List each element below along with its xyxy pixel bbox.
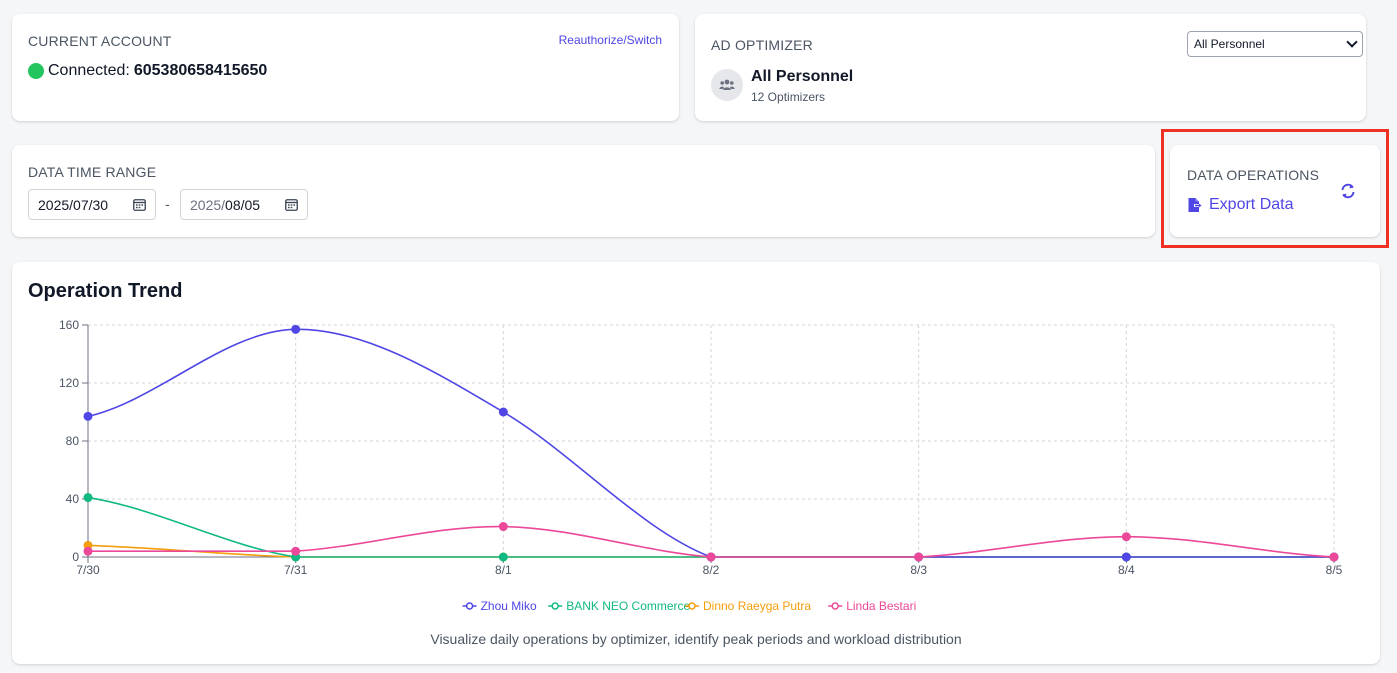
operation-trend-chart: 0 40 80 120 160 7/30 7/31 8/1 8/2 8/3 8/4 8/5 Zhou M… (59, 318, 1343, 613)
file-export-icon (1188, 198, 1202, 212)
ad-optimizer-card: AD OPTIMIZER All Personnel All Personnel… (695, 14, 1366, 121)
connection-status-text: Connected: (48, 62, 130, 79)
chart-title: Operation Trend (28, 280, 183, 302)
end-date-input[interactable]: 2025/08/05 (180, 189, 308, 220)
export-data-button[interactable]: Export Data (1187, 196, 1293, 214)
data-point (1121, 552, 1131, 562)
data-point (83, 546, 93, 556)
chart-description: Visualize daily operations by optimizer,… (430, 631, 962, 647)
legend-label: Zhou Miko (481, 599, 537, 613)
account-id: 605380658415650 (133, 62, 268, 79)
users-icon (719, 79, 735, 90)
data-point (291, 546, 301, 556)
chevron-down-icon (1346, 36, 1358, 48)
data-operations-card: DATA OPERATIONS Export Data (1170, 145, 1380, 237)
x-tick-label: 7/31 (284, 563, 308, 577)
optimizer-count: 12 Optimizers (751, 90, 826, 104)
start-date-input[interactable]: 2025/07/30 (28, 189, 156, 220)
x-tick-label: 8/1 (495, 563, 512, 577)
y-tick-label: 40 (66, 492, 80, 506)
calendar-icon[interactable] (285, 198, 298, 211)
data-point (1121, 532, 1131, 542)
connected-status-dot (28, 63, 44, 79)
data-point (291, 324, 301, 334)
avatar (711, 69, 743, 101)
start-date-value: 2025/07/30 (38, 196, 109, 213)
y-tick-label: 0 (72, 550, 79, 564)
legend-marker (688, 602, 696, 610)
data-point (83, 411, 93, 421)
connection-status: Connected: 605380658415650 (28, 62, 267, 80)
legend-marker (551, 602, 559, 610)
data-point (914, 552, 924, 562)
refresh-icon[interactable] (1339, 182, 1357, 200)
x-tick-label: 8/3 (910, 563, 927, 577)
legend-marker (831, 602, 839, 610)
current-account-card: CURRENT ACCOUNT Reauthorize/Switch Conne… (12, 14, 679, 121)
legend-label: Linda Bestari (846, 599, 916, 613)
end-date-year: 2025/ (190, 196, 226, 213)
x-tick-label: 7/30 (76, 563, 100, 577)
personnel-select-value: All Personnel (1194, 37, 1265, 51)
legend-label: BANK NEO Commerce (566, 599, 690, 613)
personnel-select[interactable]: All Personnel (1187, 31, 1363, 57)
reauthorize-switch-link[interactable]: Reauthorize/Switch (558, 33, 662, 47)
optimizer-name: All Personnel (751, 68, 854, 85)
x-tick-label: 8/5 (1326, 563, 1343, 577)
data-point (498, 552, 508, 562)
export-data-label: Export Data (1209, 196, 1294, 213)
date-range-separator: - (165, 196, 170, 212)
data-operations-label: DATA OPERATIONS (1187, 167, 1320, 183)
legend-marker (465, 602, 474, 610)
operation-trend-card: Operation Trend 0 40 80 120 160 7/30 7/31 8/1 8/… (12, 262, 1380, 664)
data-point (1329, 552, 1339, 562)
legend-label: Dinno Raeyga Putra (703, 599, 811, 613)
y-tick-label: 160 (59, 318, 79, 332)
y-tick-label: 80 (66, 434, 80, 448)
y-tick-label: 120 (59, 376, 79, 390)
calendar-icon[interactable] (133, 198, 146, 211)
x-tick-label: 8/2 (703, 563, 720, 577)
data-time-range-card: DATA TIME RANGE 2025/07/30 - 2025/08/05 (12, 145, 1155, 237)
data-point (498, 522, 508, 532)
data-point (83, 493, 93, 503)
ad-optimizer-label: AD OPTIMIZER (711, 37, 813, 53)
current-account-label: CURRENT ACCOUNT (28, 33, 172, 49)
x-tick-label: 8/4 (1118, 563, 1135, 577)
data-point (498, 407, 508, 417)
end-date-value: 08/05 (225, 196, 261, 213)
data-time-range-label: DATA TIME RANGE (28, 164, 157, 180)
data-point (706, 552, 716, 562)
